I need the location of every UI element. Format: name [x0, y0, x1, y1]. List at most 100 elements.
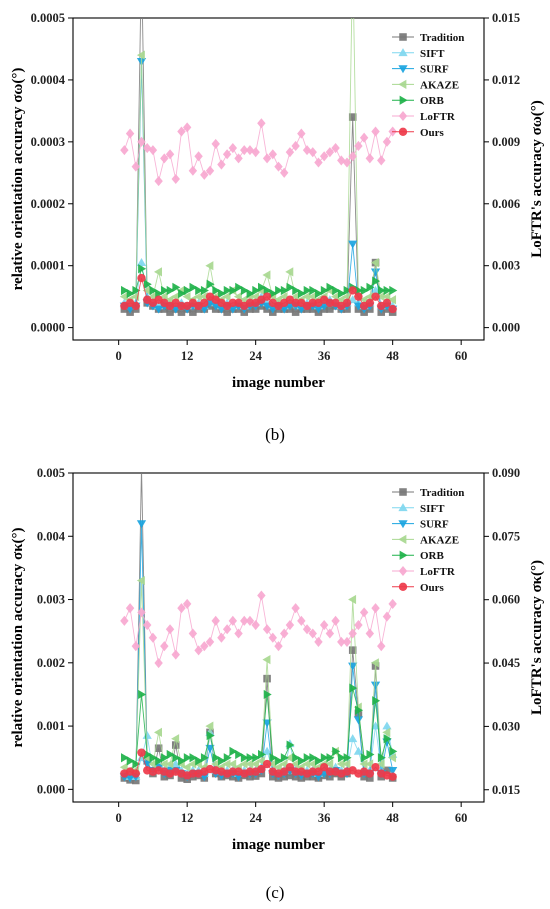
y-tick-label: 0.0002 — [31, 197, 65, 211]
data-point-orb — [258, 749, 266, 760]
data-point-orb — [132, 285, 141, 296]
data-point-tradition — [223, 308, 231, 316]
data-point-loftr — [251, 620, 260, 631]
panel-caption: (b) — [265, 425, 285, 444]
data-point-loftr — [177, 603, 186, 614]
legend-marker-tradition — [399, 488, 407, 496]
data-point-orb — [389, 746, 398, 757]
data-point-ours — [348, 286, 357, 295]
data-point-surf — [370, 268, 381, 277]
legend-marker-orb — [399, 550, 408, 560]
data-point-orb — [372, 276, 381, 286]
y-right-tick-label: 0.090 — [492, 466, 520, 480]
data-point-orb — [206, 730, 215, 741]
data-point-orb — [280, 753, 289, 763]
data-point-loftr — [285, 620, 295, 631]
data-point-loftr — [200, 641, 209, 652]
data-point-loftr — [268, 632, 277, 643]
data-point-orb — [172, 753, 181, 763]
data-point-ours — [388, 304, 397, 314]
data-point-loftr — [348, 151, 357, 162]
data-point-loftr — [234, 153, 243, 164]
legend-marker-surf — [398, 520, 408, 529]
data-point-ours — [285, 763, 295, 772]
data-point-akaze — [370, 257, 379, 268]
series-line-surf — [124, 61, 393, 310]
chart-panel-c: 0 12 24 36 48 60 0.000 0.001 0.002 0.003 0.004 0.00… — [10, 463, 545, 902]
data-point-loftr — [280, 167, 289, 178]
data-point-surf — [388, 767, 398, 775]
data-point-tradition — [177, 308, 186, 316]
data-point-loftr — [217, 632, 226, 643]
data-point-akaze — [376, 292, 385, 302]
data-point-akaze — [136, 575, 145, 586]
series-layer — [119, 18, 398, 316]
data-point-sift — [262, 746, 272, 755]
panel-caption: (c) — [266, 883, 285, 902]
data-point-loftr — [377, 641, 386, 652]
data-point-orb — [372, 696, 381, 706]
data-point-loftr — [262, 153, 272, 164]
data-point-orb — [223, 753, 232, 763]
data-point-sift — [353, 746, 364, 755]
data-point-ours — [131, 769, 140, 778]
data-point-akaze — [388, 753, 397, 763]
data-point-loftr — [165, 149, 175, 160]
data-point-loftr — [331, 142, 340, 154]
data-point-loftr — [354, 620, 363, 631]
data-point-loftr — [228, 142, 238, 154]
x-tick-label: 12 — [181, 349, 194, 363]
legend-label: SURF — [420, 64, 449, 76]
data-point-orb — [235, 749, 244, 760]
legend-marker-akaze — [398, 534, 407, 545]
legend-label: SIFT — [420, 48, 445, 60]
data-point-orb — [160, 753, 169, 763]
y-right-axis-label: LoFTR's accuracy σκ(°) — [529, 560, 545, 715]
data-point-surf — [205, 744, 215, 753]
data-point-loftr — [314, 157, 323, 168]
legend-label: LoFTR — [420, 566, 456, 578]
data-point-orb — [229, 746, 238, 757]
data-point-orb — [155, 756, 164, 766]
data-point-orb — [235, 282, 244, 292]
x-tick-label: 48 — [386, 349, 399, 363]
data-point-loftr — [371, 126, 380, 137]
data-point-loftr — [382, 611, 392, 622]
data-point-loftr — [143, 620, 152, 631]
data-point-loftr — [131, 641, 140, 652]
data-point-loftr — [137, 136, 146, 147]
legend-label: ORB — [420, 550, 445, 562]
y-right-tick-label: 0.012 — [492, 73, 520, 87]
data-point-loftr — [194, 645, 203, 656]
data-point-orb — [218, 756, 227, 766]
data-point-orb — [309, 285, 318, 296]
data-point-orb — [149, 753, 158, 763]
data-point-ours — [342, 298, 352, 308]
data-point-akaze — [239, 759, 248, 769]
data-point-akaze — [342, 759, 351, 769]
data-point-orb — [383, 285, 392, 296]
data-point-orb — [240, 285, 249, 296]
data-point-surf — [348, 240, 358, 249]
data-point-ours — [131, 301, 140, 311]
data-point-tradition — [138, 463, 146, 471]
data-point-loftr — [274, 641, 283, 652]
data-point-surf — [313, 305, 324, 314]
data-point-orb — [315, 756, 324, 766]
legend-marker-loftr — [398, 565, 408, 577]
data-point-orb — [166, 749, 175, 760]
x-axis-label: image number — [232, 837, 325, 853]
data-point-orb — [149, 285, 158, 296]
series-line-akaze — [124, 18, 393, 301]
data-point-surf — [313, 773, 324, 782]
y-tick-label: 0.002 — [37, 656, 65, 670]
data-point-loftr — [240, 615, 249, 626]
data-point-tradition — [263, 674, 271, 683]
y-right-tick-label: 0.075 — [492, 529, 520, 543]
data-point-orb — [132, 759, 141, 769]
data-point-akaze — [154, 267, 162, 277]
data-point-loftr — [325, 147, 335, 158]
data-point-orb — [189, 282, 198, 292]
data-point-orb — [246, 288, 255, 299]
legend-marker-surf — [398, 65, 408, 74]
